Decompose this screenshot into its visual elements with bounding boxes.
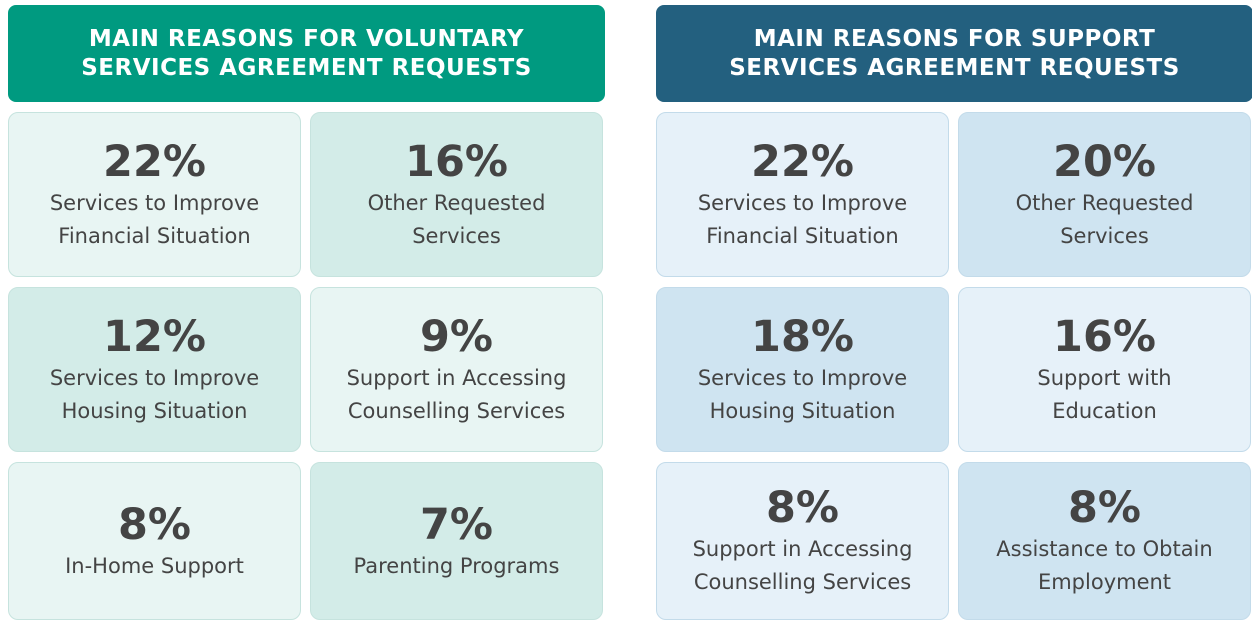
panel: MAIN REASONS FOR SUPPORT SERVICES AGREEME…: [656, 0, 1252, 625]
stat-value: 20%: [1053, 136, 1156, 187]
stat-label: Services: [1060, 223, 1149, 248]
stat-value: 9%: [419, 311, 493, 362]
stat-tile: 22% Services to Improve Financial Situatio…: [8, 112, 301, 277]
stat-label: Employment: [1037, 570, 1172, 594]
stat-value: 8%: [1067, 483, 1141, 533]
panel: MAIN REASONS FOR VOLUNTARY SERVICES AGREE…: [8, 0, 605, 625]
header-line: SERVICES AGREEMENT REQUESTS: [81, 54, 532, 81]
stat-label: Other Requested: [367, 190, 546, 215]
stat-label: Support with: [1037, 365, 1172, 390]
stat-value: 22%: [103, 136, 206, 187]
stat-tile: 12% Services to Improve Housing Situation: [8, 287, 301, 452]
header-line: MAIN REASONS FOR SUPPORT: [753, 25, 1156, 52]
stat-label: Services to Improve: [49, 365, 260, 390]
stat-tile: 8% Assistance to Obtain Employment: [958, 462, 1251, 620]
header-line: SERVICES AGREEMENT REQUESTS: [729, 54, 1180, 81]
stat-label: Assistance to Obtain: [996, 537, 1213, 561]
stat-value: 16%: [405, 136, 508, 187]
stat-label: In-Home Support: [65, 553, 244, 578]
stat-label: Education: [1052, 398, 1157, 423]
stat-label: Services to Improve: [49, 190, 260, 215]
stat-label: Housing Situation: [709, 398, 896, 423]
stat-label: Other Requested: [1015, 190, 1194, 215]
stat-value: 8%: [117, 499, 191, 550]
stat-label: Services to Improve: [697, 190, 908, 215]
stat-tile: 16% Other Requested Services: [310, 112, 603, 277]
stat-label: Support in Accessing: [346, 365, 567, 390]
stat-label: Counselling Services: [693, 570, 912, 594]
stat-tile: 22% Services to Improve Financial Situatio…: [656, 112, 949, 277]
stat-value: 22%: [751, 136, 854, 187]
stat-label: Financial Situation: [706, 223, 899, 248]
stat-label: Financial Situation: [58, 223, 251, 248]
header-line: MAIN REASONS FOR VOLUNTARY: [88, 25, 525, 52]
stat-tile: 9% Support in Accessing Counselling Servic…: [310, 287, 603, 452]
stat-tile: 20% Other Requested Services: [958, 112, 1251, 277]
stat-tile: 8% In-Home Support: [8, 462, 301, 620]
stat-value: 12%: [103, 311, 206, 362]
stat-label: Housing Situation: [61, 398, 248, 423]
stat-tile: 8% Support in Accessing Counselling Servic…: [656, 462, 949, 620]
stat-label: Services: [412, 223, 501, 248]
stat-tile: 16% Support with Education: [958, 287, 1251, 452]
stat-label: Parenting Programs: [353, 553, 560, 578]
stat-value: 16%: [1053, 311, 1156, 362]
stat-label: Services to Improve: [697, 365, 908, 390]
stat-label: Support in Accessing: [692, 537, 913, 561]
stat-tile: 18% Services to Improve Housing Situation: [656, 287, 949, 452]
stat-value: 7%: [419, 499, 493, 550]
stat-value: 18%: [751, 311, 854, 362]
panel-header: MAIN REASONS FOR SUPPORT SERVICES AGREEME…: [656, 5, 1252, 102]
stat-label: Counselling Services: [347, 398, 566, 423]
stat-tile: 7% Parenting Programs: [310, 462, 603, 620]
panel-header: MAIN REASONS FOR VOLUNTARY SERVICES AGREE…: [8, 5, 605, 102]
stat-value: 8%: [765, 483, 839, 533]
